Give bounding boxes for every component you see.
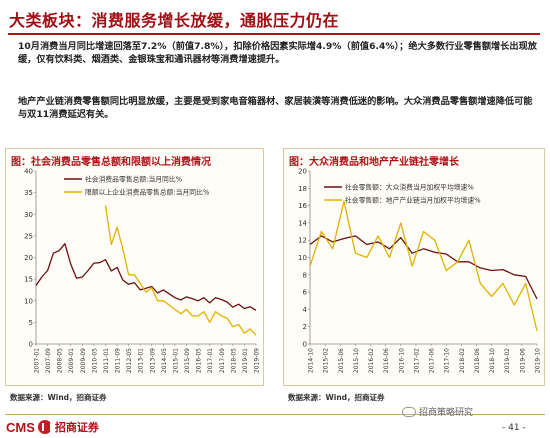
x-tick-label: 2015-02	[323, 348, 330, 373]
x-tick-label: 2018-05	[230, 348, 237, 373]
x-tick-label: 2016-02	[368, 348, 375, 373]
x-tick-label: 2016-05	[196, 348, 203, 373]
x-tick-label: 2013-01	[138, 348, 145, 373]
y-tick-label: 10	[298, 254, 307, 262]
x-tick-label: 2011-01	[103, 348, 110, 373]
y-tick-label: 40	[24, 168, 33, 176]
logo-cms-text: CMS	[6, 419, 35, 435]
x-tick-label: 2015-01	[172, 348, 179, 373]
y-tick-label: 6	[303, 289, 308, 297]
y-tick-label: 12	[298, 237, 307, 245]
x-tick-label: 2015-10	[353, 348, 360, 373]
x-tick-label: 2009-09	[80, 348, 87, 373]
wechat-watermark: 招商策略研究	[402, 405, 473, 418]
x-tick-label: 2011-09	[115, 348, 122, 373]
legend-label: 限额以上企业消费品零售总额:当月同比%	[85, 188, 210, 197]
chart-title: 图：社会消费品零售总额和限额以上消费情况	[11, 157, 211, 168]
chart-title: 图：大众消费品和地产产业链社零增长	[289, 157, 459, 168]
series-line-1	[309, 235, 538, 300]
wechat-icon	[402, 406, 416, 417]
legend-label: 社会零售额：地产产业链当月加权平均增速%	[345, 196, 481, 205]
x-tick-label: 2014-10	[308, 348, 315, 373]
x-tick-label: 2015-09	[184, 348, 191, 373]
x-tick-label: 2019-10	[535, 348, 542, 373]
x-tick-label: 2018-06	[474, 348, 481, 373]
y-tick-label: 0	[303, 341, 307, 349]
x-tick-label: 2009-01	[68, 348, 75, 373]
title-divider	[8, 33, 540, 35]
page-title: 大类板块：消费服务增长放缓，通胀压力仍在	[9, 11, 340, 30]
chart-panel-mass-consumption: 图：大众消费品和地产产业链社零增长 0 2 4 6 8 10 12 14 16 18 20 2014-…	[283, 148, 545, 386]
x-tick-label: 2017-10	[444, 348, 451, 373]
series-line-2	[309, 200, 538, 332]
y-tick-label: 4	[303, 306, 308, 314]
y-tick-label: 14	[298, 219, 307, 227]
series-line-1	[35, 243, 257, 311]
logo-company-name: 招商证券	[54, 421, 99, 434]
footer-divider	[5, 414, 545, 415]
x-tick-label: 2016-06	[383, 348, 390, 373]
x-tick-label: 2017-09	[219, 348, 226, 373]
y-tick-label: 20	[298, 168, 307, 176]
y-tick-label: 18	[298, 185, 307, 193]
y-tick-label: 15	[24, 276, 33, 284]
x-tick-label: 2019-09	[254, 348, 261, 373]
paragraph-real-estate: 地产产业链消费零售额同比明显放缓，主要是受到家电音箱器材、家居装潢等消费低迷的影…	[18, 96, 533, 121]
company-logo: CMS 招商证券	[6, 419, 99, 435]
y-tick-label: 10	[24, 297, 33, 305]
mass-consumption-chart: 0 2 4 6 8 10 12 14 16 18 20 2014-10 2015-02 2015-06 20…	[298, 168, 542, 374]
legend-label: 社会消费品零售总额:当月同比%	[85, 175, 183, 184]
y-tick-label: 0	[29, 341, 33, 349]
x-tick-label: 2010-05	[91, 348, 98, 373]
x-tick-label: 2018-02	[459, 348, 466, 373]
x-tick-label: 2007-01	[34, 348, 41, 373]
logo-mark-icon	[37, 420, 52, 434]
y-tick-label: 2	[303, 323, 307, 331]
data-source-note: 数据来源：Wind，招商证券	[288, 393, 385, 402]
x-tick-label: 2016-10	[398, 348, 405, 373]
x-tick-label: 2018-10	[489, 348, 496, 373]
paragraph-consumption: 10月消费当月同比增速回落至7.2%（前值7.8%），扣除价格因素实际增4.9%…	[18, 41, 537, 66]
x-tick-label: 2014-05	[161, 348, 168, 373]
series-line-2	[104, 205, 257, 336]
y-tick-label: 35	[24, 189, 33, 197]
watermark-text: 招商策略研究	[419, 408, 474, 418]
y-tick-label: 5	[29, 319, 33, 327]
x-tick-label: 2017-02	[413, 348, 420, 373]
x-tick-label: 2015-06	[338, 348, 345, 373]
y-tick-label: 30	[24, 211, 33, 219]
x-tick-label: 2008-05	[57, 348, 64, 373]
x-tick-label: 2019-06	[519, 348, 526, 373]
legend-label: 社会零售额：大众消费当月加权平均增速%	[345, 183, 474, 192]
chart-panel-retail-sales: 图：社会消费品零售总额和限额以上消费情况 0 5 10 15 20 25 30 35 40 200…	[5, 148, 264, 386]
x-tick-label: 2019-01	[242, 348, 249, 373]
y-tick-label: 8	[303, 271, 307, 279]
x-tick-label: 2013-09	[149, 348, 156, 373]
x-tick-label: 2019-02	[504, 348, 511, 373]
y-tick-label: 25	[24, 232, 33, 240]
data-source-note: 数据来源：Wind，招商证券	[10, 393, 107, 402]
y-tick-label: 20	[24, 254, 33, 262]
x-tick-label: 2007-09	[45, 348, 52, 373]
x-tick-label: 2012-05	[126, 348, 133, 373]
y-tick-label: 16	[298, 202, 307, 210]
page-number: - 41 -	[502, 423, 526, 433]
retail-sales-chart: 0 5 10 15 20 25 30 35 40 2007-01 2007-09 2008-05 200…	[24, 168, 261, 374]
x-tick-label: 2017-01	[207, 348, 214, 373]
x-tick-label: 2017-06	[429, 348, 436, 373]
